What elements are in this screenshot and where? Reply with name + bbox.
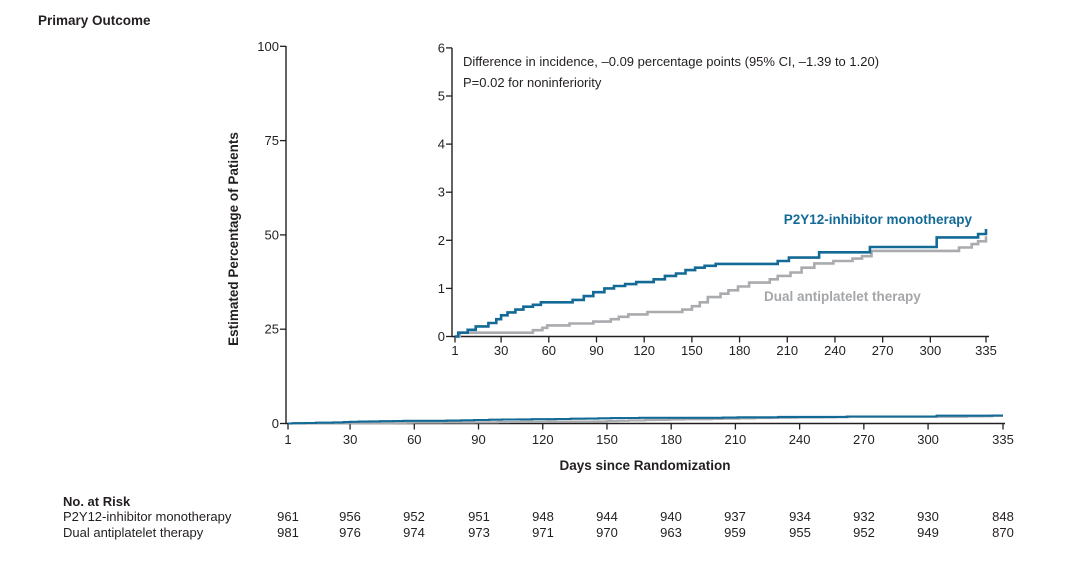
main-x-tick-label: 300 — [917, 432, 939, 447]
risk-value-cell: 937 — [724, 509, 746, 524]
inset-x-tick-label: 180 — [729, 343, 751, 358]
series-label-p2y12-monotherapy: P2Y12-inhibitor monotherapy — [784, 212, 973, 227]
inset-x-tick-label: 1 — [451, 343, 458, 358]
risk-value-cell: 976 — [339, 525, 361, 540]
inset-curve-dual — [455, 236, 988, 338]
main-y-tick-label: 50 — [265, 227, 279, 242]
inset-x-tick-label: 90 — [589, 343, 603, 358]
inset-y-tick-label: 0 — [438, 329, 445, 344]
risk-value-cell: 971 — [532, 525, 554, 540]
main-y-axis-title: Estimated Percentage of Patients — [226, 132, 241, 346]
risk-value-cell: 955 — [789, 525, 811, 540]
main-x-tick-label: 1 — [284, 432, 291, 447]
inset-x-tick-label: 240 — [824, 343, 846, 358]
inset-y-tick-label: 1 — [438, 281, 445, 296]
main-y-tick-label: 100 — [257, 39, 279, 54]
figure-title: Primary Outcome — [38, 13, 151, 28]
risk-value-cell: 934 — [789, 509, 811, 524]
inset-x-tick-label: 335 — [975, 343, 997, 358]
risk-value-cell: 952 — [853, 525, 875, 540]
risk-value-cell: 956 — [339, 509, 361, 524]
inset-annotation-line1: Difference in incidence, –0.09 percentag… — [463, 54, 879, 69]
risk-value-cell: 973 — [468, 525, 490, 540]
inset-curve-monotherapy — [455, 229, 988, 338]
risk-row-label: P2Y12-inhibitor monotherapy — [63, 509, 232, 524]
risk-value-cell: 963 — [660, 525, 682, 540]
main-x-tick-label: 120 — [532, 432, 554, 447]
main-x-axis-title: Days since Randomization — [559, 458, 730, 473]
main-x-tick-label: 240 — [789, 432, 811, 447]
main-x-tick-label: 270 — [853, 432, 875, 447]
main-axis-line — [285, 46, 1005, 425]
inset-x-tick-label: 30 — [494, 343, 508, 358]
risk-value-cell: 970 — [596, 525, 618, 540]
inset-annotation-line2: P=0.02 for noninferiority — [463, 75, 602, 90]
risk-table-title: No. at Risk — [63, 494, 131, 509]
main-x-tick-label: 180 — [660, 432, 682, 447]
risk-row-label: Dual antiplatelet therapy — [63, 525, 204, 540]
main-y-tick-label: 75 — [265, 133, 279, 148]
series-label-dual-antiplatelet: Dual antiplatelet therapy — [764, 289, 921, 304]
main-x-tick-label: 30 — [343, 432, 357, 447]
inset-y-tick-label: 4 — [438, 137, 445, 152]
risk-value-cell: 952 — [403, 509, 425, 524]
main-x-tick-label: 335 — [992, 432, 1014, 447]
main-x-tick-label: 60 — [407, 432, 421, 447]
inset-y-tick-label: 6 — [438, 40, 445, 55]
inset-y-tick-label: 5 — [438, 89, 445, 104]
risk-value-cell: 981 — [277, 525, 299, 540]
inset-plot-series — [455, 229, 988, 338]
main-plot-series — [288, 414, 1003, 425]
main-x-tick-label: 90 — [471, 432, 485, 447]
risk-value-cell: 951 — [468, 509, 490, 524]
risk-value-cell: 870 — [992, 525, 1014, 540]
main-y-tick-label: 0 — [272, 416, 279, 431]
inset-x-tick-label: 210 — [776, 343, 798, 358]
risk-value-cell: 949 — [917, 525, 939, 540]
risk-value-cell: 930 — [917, 509, 939, 524]
inset-y-tick-label: 3 — [438, 185, 445, 200]
inset-x-tick-label: 300 — [920, 343, 942, 358]
main-x-tick-label: 150 — [596, 432, 618, 447]
risk-value-cell: 948 — [532, 509, 554, 524]
inset-x-tick-label: 270 — [872, 343, 894, 358]
risk-value-cell: 848 — [992, 509, 1014, 524]
risk-value-cell: 940 — [660, 509, 682, 524]
inset-x-tick-label: 120 — [633, 343, 655, 358]
main-y-tick-label: 25 — [265, 322, 279, 337]
inset-x-tick-label: 60 — [542, 343, 556, 358]
main-x-tick-label: 210 — [725, 432, 747, 447]
risk-value-cell: 944 — [596, 509, 618, 524]
inset-x-tick-label: 150 — [681, 343, 703, 358]
risk-value-cell: 961 — [277, 509, 299, 524]
inset-y-tick-label: 2 — [438, 233, 445, 248]
risk-value-cell: 932 — [853, 509, 875, 524]
risk-value-cell: 959 — [724, 525, 746, 540]
main-curve-monotherapy — [288, 414, 1003, 425]
risk-value-cell: 974 — [403, 525, 425, 540]
